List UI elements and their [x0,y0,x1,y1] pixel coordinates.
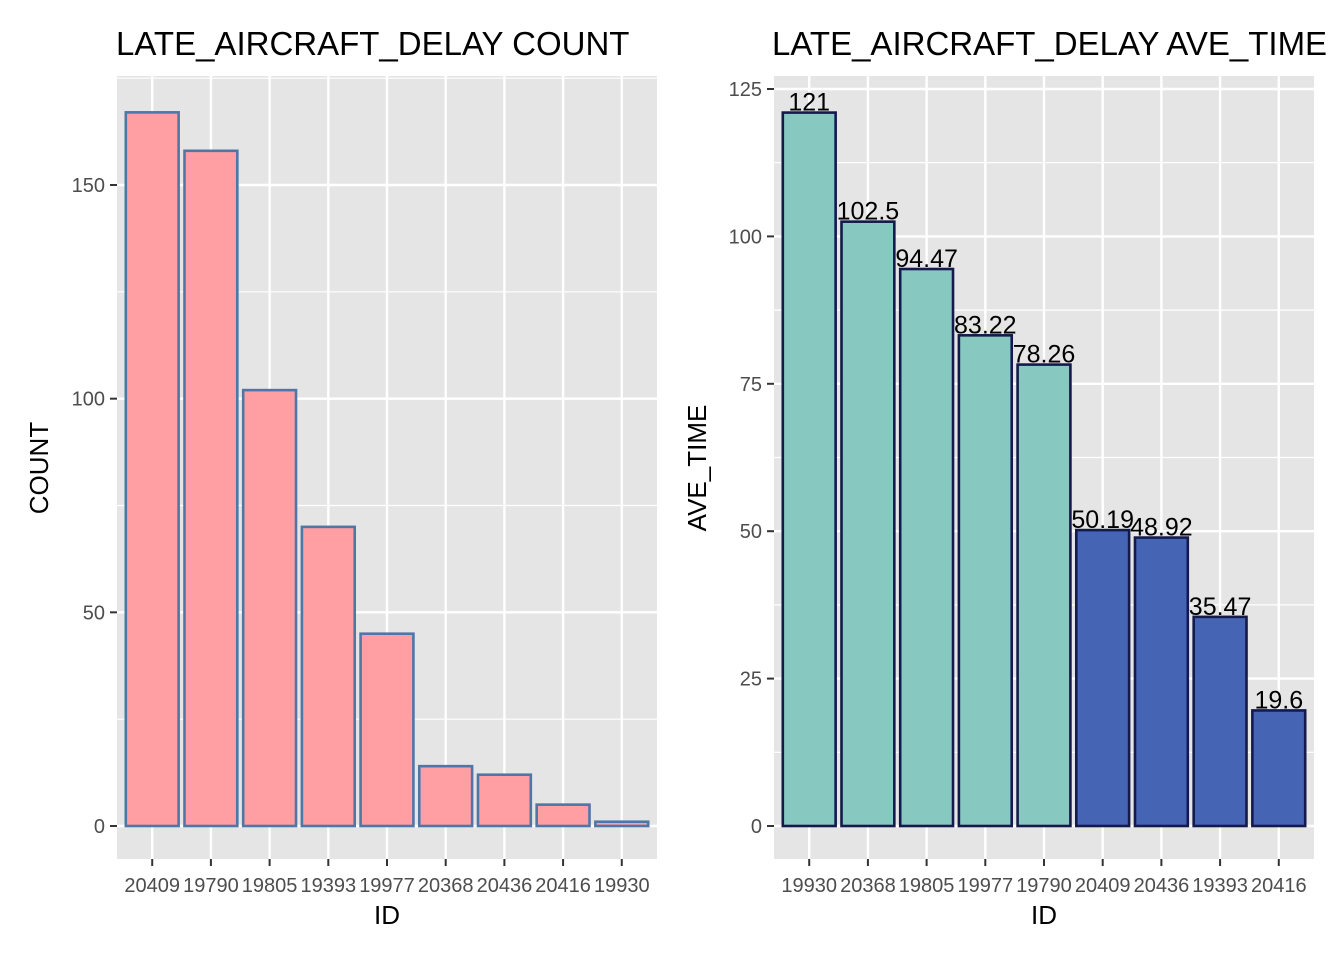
avetime-bar [1016,363,1072,828]
count-bar [535,803,591,828]
x-tick-label: 19805 [899,875,955,897]
y-tick-label: 0 [751,816,762,838]
data-label: 78.26 [1013,341,1076,369]
avetime-bar [781,111,837,828]
y-tick-label: 150 [72,175,105,197]
count-chart-bars [124,111,650,828]
x-tick-label: 19393 [300,875,356,897]
data-label: 94.47 [895,245,958,273]
y-tick-label: 50 [740,521,762,543]
x-tick-label: 19930 [594,875,650,897]
x-tick-label: 19930 [781,875,837,897]
y-tick-label: 75 [740,374,762,396]
count-bar [183,149,239,828]
y-tick-label: 125 [729,79,762,101]
avetime-bar [1133,536,1190,828]
x-tick-label: 19393 [1192,875,1248,897]
avetime-bar [1251,709,1307,828]
x-tick-label: 20409 [124,875,180,897]
x-tick-label: 20368 [840,875,896,897]
avetime-chart-title: LATE_AIRCRAFT_DELAY AVE_TIME [772,25,1327,62]
avetime-chart-bars [781,111,1307,828]
avetime-chart-x-label: ID [1031,900,1057,930]
x-tick-label: 20368 [418,875,474,897]
x-tick-label: 20409 [1075,875,1131,897]
count-chart-x-axis: 20409 19790 19805 19393 19977 20368 20436 20416… [124,859,650,897]
x-tick-label: 20416 [1251,875,1307,897]
avetime-chart-y-label: AVE_TIME [682,405,712,532]
count-chart-title: LATE_AIRCRAFT_DELAY COUNT [116,25,629,62]
x-tick-label: 20436 [477,875,533,897]
y-tick-label: 25 [740,669,762,691]
x-tick-label: 20416 [535,875,591,897]
data-label: 50.19 [1071,506,1134,534]
x-tick-label: 19977 [957,875,1013,897]
x-tick-label: 19790 [1016,875,1072,897]
avetime-bar [957,334,1014,828]
avetime-bar [840,220,896,828]
count-bar [300,525,357,828]
x-tick-label: 19977 [359,875,415,897]
data-label: 19.6 [1254,686,1303,714]
avetime-bar [1074,528,1131,828]
count-chart-y-label: COUNT [24,422,54,515]
count-bar [476,773,533,828]
y-tick-label: 100 [72,389,105,411]
count-chart-x-label: ID [374,900,400,930]
count-bar [241,388,298,828]
x-tick-label: 19805 [242,875,298,897]
y-tick-label: 100 [729,226,762,248]
data-label: 35.47 [1189,593,1252,621]
y-tick-label: 50 [83,602,105,624]
avetime-chart-y-axis: 0 25 50 75 100 125 [729,79,774,838]
data-label: 83.22 [954,311,1017,339]
data-label: 48.92 [1130,514,1193,542]
avetime-chart-x-axis: 19930 20368 19805 19977 19790 20409 20436 19393… [781,859,1307,897]
count-bar [359,632,415,828]
count-bar [417,764,474,828]
avetime-bar [898,267,955,828]
count-chart-y-axis: 0 50 100 150 [72,175,117,838]
count-bar [594,820,650,828]
y-tick-label: 0 [94,816,105,838]
count-chart: LATE_AIRCRAFT_DELAY COUNT 0 50 100 150 2040… [24,25,657,930]
data-label: 102.5 [837,198,900,226]
avetime-bar [1192,615,1248,828]
x-tick-label: 20436 [1134,875,1190,897]
count-bar [124,111,180,828]
avetime-chart: LATE_AIRCRAFT_DELAY AVE_TIME 121 102.5 94.… [682,25,1327,930]
data-label: 121 [788,89,830,117]
x-tick-label: 19790 [183,875,239,897]
